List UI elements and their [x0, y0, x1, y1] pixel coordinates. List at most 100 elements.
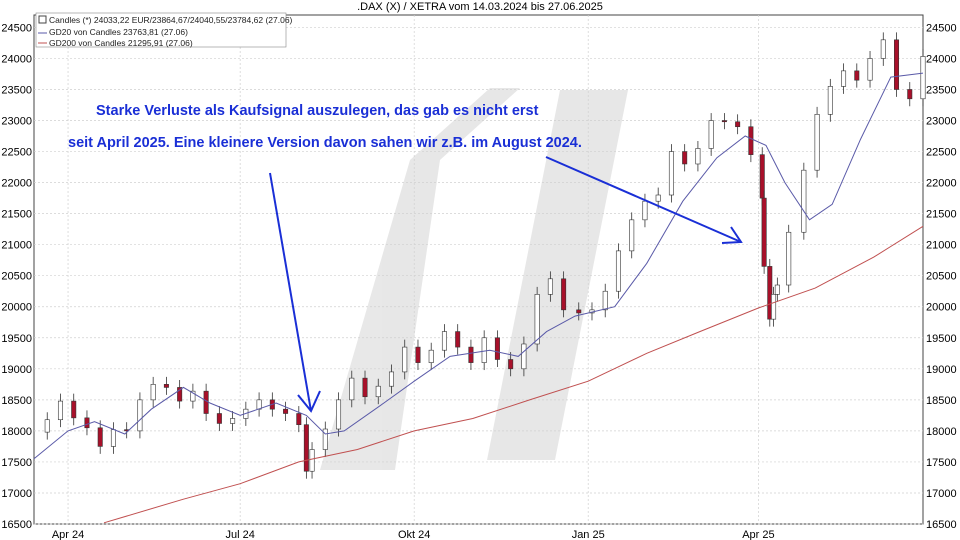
candle-body	[854, 70, 860, 81]
candle-body	[481, 337, 487, 363]
candle-body	[388, 371, 394, 387]
candle-body	[494, 337, 500, 360]
y-tick-label-right: 20000	[926, 302, 957, 314]
y-tick-label-left: 21000	[1, 240, 32, 252]
candle-body	[867, 58, 873, 81]
candle-body	[216, 413, 222, 424]
gd200-line	[103, 225, 924, 524]
candle-body	[336, 399, 342, 430]
candle-body	[708, 120, 714, 149]
candle-body	[296, 413, 302, 425]
candle-body	[735, 121, 741, 128]
candle-body	[349, 377, 355, 401]
candle-body	[402, 346, 408, 373]
candle-body	[907, 89, 913, 100]
candle-body	[547, 278, 553, 295]
candle-body	[920, 56, 926, 100]
candle-body	[303, 424, 309, 472]
candle-body	[814, 114, 820, 171]
y-tick-label-left: 16500	[1, 519, 32, 531]
moving-average-layer	[33, 72, 924, 524]
y-tick-label-left: 23500	[1, 84, 32, 96]
y-axis-right: 16500 17000 17500 18000 18500 19000 19500 20000…	[926, 22, 957, 531]
candle-body	[137, 399, 143, 432]
candle-body	[190, 390, 196, 402]
y-tick-label-left: 18500	[1, 395, 32, 407]
candle-body	[309, 449, 315, 472]
candle-body	[256, 399, 262, 410]
y-tick-label-right: 23000	[926, 116, 957, 128]
candle-body	[602, 290, 608, 311]
candle-body	[841, 70, 847, 87]
candle-body	[97, 427, 103, 447]
candle-body	[455, 331, 461, 348]
candle-body	[468, 346, 474, 363]
candle-body	[203, 390, 209, 414]
candle-body	[177, 387, 183, 402]
y-tick-label-right: 23500	[926, 84, 957, 96]
y-tick-label-left: 19500	[1, 333, 32, 345]
candle-body	[576, 309, 582, 314]
y-tick-label-left: 19000	[1, 364, 32, 376]
arrow-august-2024	[269, 172, 312, 412]
candle-body	[84, 417, 90, 429]
x-tick-label: Apr 24	[52, 529, 84, 540]
candle-body	[801, 169, 807, 233]
y-tick-label-right: 22500	[926, 147, 957, 159]
y-tick-label-right: 20500	[926, 271, 957, 283]
gd20-line	[33, 72, 924, 460]
x-tick-label: Jan 25	[572, 529, 605, 540]
candle-body	[441, 331, 447, 351]
y-tick-label-right: 17000	[926, 488, 957, 500]
y-tick-label-left: 24000	[1, 53, 32, 65]
candle-body	[521, 343, 527, 370]
y-axis-left: 16500 17000 17500 18000 18500 19000 19500 20000…	[1, 22, 32, 531]
candle-body	[230, 418, 236, 424]
candle-body	[71, 400, 77, 419]
candle-body	[150, 384, 156, 401]
y-tick-label-left: 21500	[1, 209, 32, 221]
x-tick-label: Okt 24	[398, 529, 430, 540]
y-tick-label-right: 19500	[926, 333, 957, 345]
candle-body	[561, 278, 567, 311]
arrow-august-2024-head	[297, 390, 321, 413]
candle-body	[615, 250, 621, 292]
candles-layer	[44, 32, 926, 479]
annotation-arrows	[269, 156, 743, 413]
candle-body	[57, 400, 63, 421]
y-tick-label-left: 17000	[1, 488, 32, 500]
y-tick-label-left: 18000	[1, 426, 32, 438]
y-tick-label-left: 22000	[1, 178, 32, 190]
candle-body	[163, 384, 169, 388]
y-tick-label-right: 24500	[926, 22, 957, 34]
legend-candles-swatch	[38, 15, 47, 24]
candle-body	[508, 359, 514, 370]
y-tick-label-right: 19000	[926, 364, 957, 376]
y-tick-label-right: 18500	[926, 395, 957, 407]
candle-body	[695, 148, 701, 165]
candle-body	[428, 349, 434, 363]
candle-body	[110, 429, 116, 447]
arrow-april-2025	[545, 156, 742, 243]
candle-body	[682, 151, 688, 165]
candle-body	[721, 120, 727, 123]
candle-body	[767, 266, 773, 320]
legend-entry-candles: Candles (*) 24033,22 EUR/23864,67/24040,…	[49, 15, 293, 25]
candle-body	[534, 294, 540, 345]
y-tick-label-left: 17500	[1, 457, 32, 469]
x-tick-label: Apr 25	[742, 529, 774, 540]
candle-body	[771, 294, 777, 320]
candle-body	[642, 200, 648, 221]
y-tick-label-right: 21500	[926, 209, 957, 221]
candle-body	[894, 39, 900, 90]
arrow-april-2025-head	[721, 226, 743, 244]
candle-body	[44, 419, 50, 433]
candle-body	[668, 151, 674, 196]
x-tick-label: Jul 24	[225, 529, 254, 540]
y-tick-label-right: 18000	[926, 426, 957, 438]
y-tick-label-right: 16500	[926, 519, 957, 531]
candle-body	[415, 346, 421, 363]
grid-layer	[34, 15, 923, 525]
candle-body	[283, 408, 289, 414]
